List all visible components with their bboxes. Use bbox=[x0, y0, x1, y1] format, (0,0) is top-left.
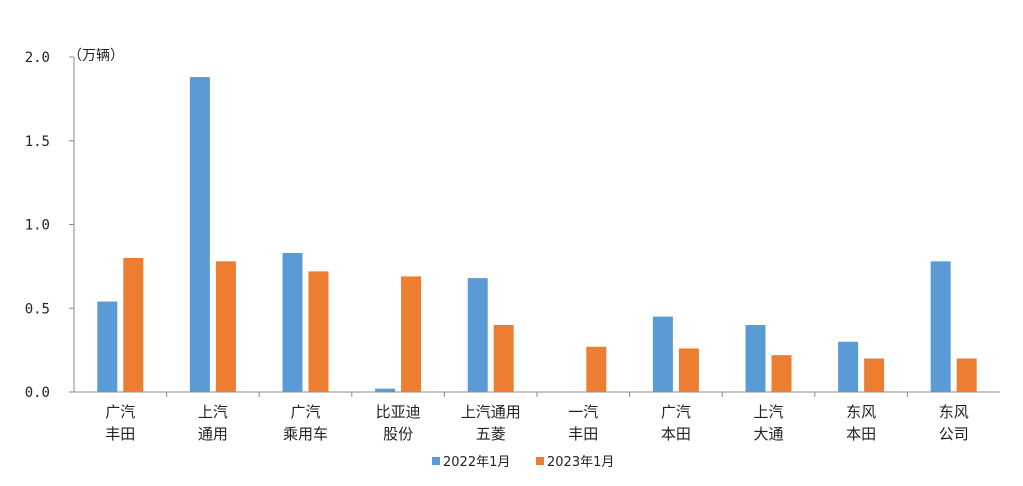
x-category-label: 股份 bbox=[383, 425, 413, 443]
bar-2022-2 bbox=[282, 252, 303, 392]
bar-2022-6 bbox=[652, 316, 673, 392]
x-category-label: 公司 bbox=[939, 425, 969, 443]
y-tick-label: 1.5 bbox=[25, 134, 50, 150]
x-category-label: 上汽 bbox=[198, 403, 228, 421]
bar-2023-6 bbox=[678, 348, 699, 392]
x-category-label: 上汽 bbox=[753, 403, 783, 421]
x-category-label: 广汽 bbox=[105, 403, 135, 421]
bar-2023-8 bbox=[864, 358, 885, 392]
bars bbox=[97, 77, 977, 392]
bar-2023-1 bbox=[215, 261, 236, 392]
y-tick-label: 2.0 bbox=[25, 50, 50, 66]
x-category-label: 本田 bbox=[661, 425, 691, 443]
x-category-label: 乘用车 bbox=[283, 425, 328, 443]
bar-2023-2 bbox=[308, 271, 329, 392]
x-category-label: 一汽 bbox=[568, 403, 598, 421]
x-category-label: 广汽 bbox=[661, 403, 691, 421]
bar-2023-7 bbox=[771, 355, 792, 392]
y-tick-label: 0.0 bbox=[25, 385, 50, 401]
y-axis-ticks: 0.0 0.5 1.0 1.5 2.0 bbox=[25, 50, 74, 401]
x-category-label: 东风 bbox=[939, 403, 969, 421]
x-category-label: 五菱 bbox=[476, 425, 506, 443]
bar-2023-5 bbox=[586, 346, 607, 392]
bar-2022-3 bbox=[375, 388, 396, 392]
bar-2022-4 bbox=[467, 278, 488, 392]
x-category-label: 丰田 bbox=[105, 425, 135, 443]
x-category-label: 上汽通用 bbox=[461, 403, 521, 421]
y-tick-label: 1.0 bbox=[25, 218, 50, 234]
x-category-label: 广汽 bbox=[290, 403, 320, 421]
legend-swatch bbox=[432, 457, 440, 465]
legend-swatch bbox=[536, 457, 544, 465]
bar-2023-3 bbox=[401, 276, 422, 392]
x-category-label: 丰田 bbox=[568, 425, 598, 443]
bar-2023-4 bbox=[493, 325, 514, 392]
legend-label: 2023年1月 bbox=[547, 455, 614, 470]
x-category-label: 大通 bbox=[753, 425, 783, 443]
x-category-label: 本田 bbox=[846, 425, 876, 443]
y-tick-label: 0.5 bbox=[25, 301, 50, 317]
bar-2022-8 bbox=[838, 341, 859, 392]
bar-2022-0 bbox=[97, 301, 118, 392]
bar-2022-7 bbox=[745, 325, 766, 392]
unit-label: （万辆） bbox=[68, 48, 124, 64]
x-category-label: 比亚迪 bbox=[376, 403, 421, 421]
x-axis-labels: 广汽丰田上汽通用广汽乘用车比亚迪股份上汽通用五菱一汽丰田广汽本田上汽大通东风本田… bbox=[105, 392, 969, 443]
x-category-label: 通用 bbox=[198, 425, 228, 443]
bar-2022-1 bbox=[189, 77, 210, 392]
bar-2023-9 bbox=[956, 358, 977, 392]
bar-2022-9 bbox=[930, 261, 951, 392]
legend: 2022年1月 2023年1月 bbox=[432, 455, 614, 470]
legend-label: 2022年1月 bbox=[443, 455, 510, 470]
bar-2023-0 bbox=[123, 258, 144, 392]
x-category-label: 东风 bbox=[846, 403, 876, 421]
